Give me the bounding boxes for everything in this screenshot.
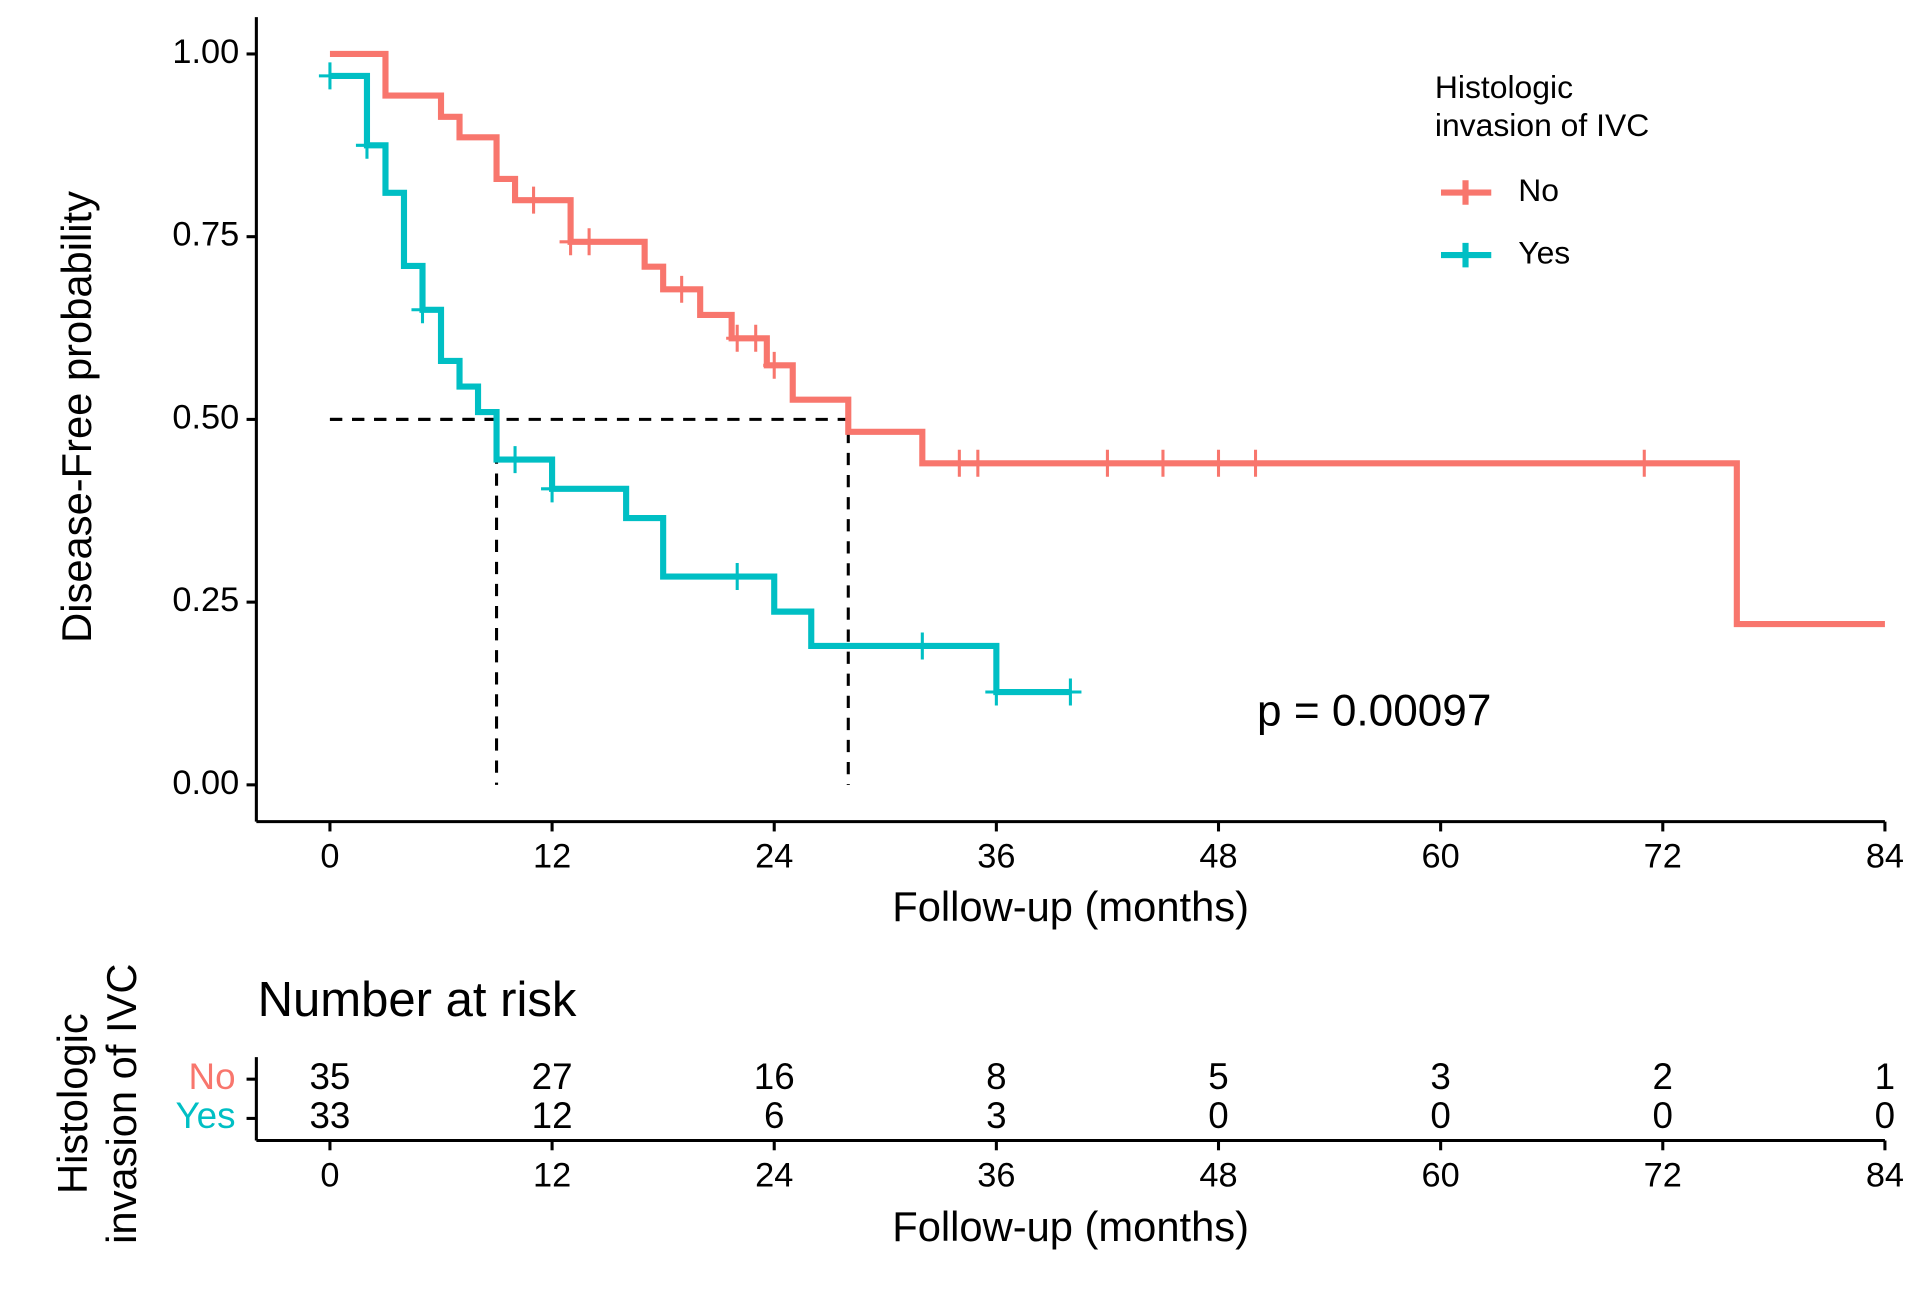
risk-x-tick-label: 48 — [1199, 1156, 1237, 1194]
p-value: p = 0.00097 — [1257, 686, 1491, 735]
x-tick-label: 0 — [320, 837, 339, 875]
x-axis-title: Follow-up (months) — [892, 883, 1249, 930]
censor-mark — [744, 324, 767, 352]
survival-curve — [329, 50, 1885, 628]
risk-count: 5 — [1208, 1056, 1228, 1097]
x-tick-label: 36 — [977, 837, 1015, 875]
risk-count: 3 — [1430, 1056, 1450, 1097]
risk-count: 2 — [1653, 1056, 1673, 1097]
censor-mark — [1151, 449, 1175, 477]
x-tick-label: 60 — [1422, 837, 1460, 875]
censor-mark — [726, 563, 749, 591]
risk-x-tick-label: 24 — [755, 1156, 793, 1194]
risk-row-label: No — [189, 1056, 236, 1097]
censor-mark — [911, 632, 934, 660]
risk-count: 0 — [1875, 1095, 1895, 1136]
risk-count: 12 — [532, 1095, 573, 1136]
median-line — [329, 417, 499, 785]
legend-key — [1440, 180, 1492, 205]
y-tick-label: 1.00 — [172, 33, 239, 71]
risk-x-axis-title: Follow-up (months) — [892, 1203, 1249, 1250]
risk-count: 6 — [764, 1095, 784, 1136]
risk-row-label: Yes — [176, 1095, 236, 1136]
risk-count: 27 — [532, 1056, 573, 1097]
risk-x-tick-label: 84 — [1866, 1156, 1904, 1194]
risk-count: 0 — [1653, 1095, 1673, 1136]
censor-mark — [522, 186, 545, 214]
risk-count: 3 — [986, 1095, 1006, 1136]
legend-title: invasion of IVC — [1435, 107, 1649, 143]
risk-table-title: Number at risk — [258, 973, 577, 1027]
risk-x-tick-label: 72 — [1644, 1156, 1682, 1194]
y-tick-label: 0.00 — [172, 764, 239, 802]
y-axis-title: Disease-Free probability — [53, 191, 100, 643]
x-tick-label: 12 — [533, 837, 571, 875]
risk-y-axis-title: Histologic — [49, 1013, 96, 1194]
risk-count: 1 — [1875, 1056, 1895, 1097]
risk-count: 8 — [986, 1056, 1006, 1097]
censor-mark — [1096, 449, 1119, 477]
censor-mark — [541, 475, 564, 503]
risk-count: 33 — [309, 1095, 350, 1136]
censor-mark — [763, 351, 786, 379]
censor-mark — [966, 449, 989, 477]
x-tick-label: 84 — [1866, 837, 1904, 875]
censor-mark — [504, 446, 527, 474]
censor-mark — [355, 131, 379, 159]
risk-y-axis-title: invasion of IVC — [98, 964, 145, 1244]
censor-mark — [1244, 449, 1267, 477]
censor-mark — [1059, 678, 1082, 706]
risk-count: 0 — [1208, 1095, 1228, 1136]
censor-mark — [948, 449, 971, 477]
y-tick-label: 0.25 — [172, 581, 239, 619]
survival-curve — [329, 72, 1071, 696]
censor-mark — [578, 228, 601, 256]
risk-x-tick-label: 12 — [533, 1156, 571, 1194]
risk-count: 0 — [1430, 1095, 1450, 1136]
censor-mark — [1633, 449, 1656, 477]
legend-label: No — [1518, 172, 1559, 208]
legend-key — [1440, 242, 1492, 268]
y-tick-label: 0.50 — [172, 398, 239, 436]
risk-x-tick-label: 0 — [320, 1156, 339, 1194]
censor-mark — [985, 678, 1008, 706]
legend-label: Yes — [1518, 234, 1570, 270]
censor-mark — [726, 324, 749, 352]
risk-x-tick-label: 36 — [977, 1156, 1015, 1194]
censor-mark — [411, 296, 434, 324]
risk-count: 16 — [754, 1056, 795, 1097]
median-line — [329, 417, 850, 785]
x-tick-label: 24 — [755, 837, 793, 875]
censor-mark — [1207, 449, 1230, 477]
risk-x-tick-label: 60 — [1422, 1156, 1460, 1194]
censor-mark — [318, 62, 341, 90]
censor-mark — [559, 228, 582, 256]
x-tick-label: 48 — [1199, 837, 1237, 875]
legend-title: Histologic — [1435, 69, 1573, 105]
y-tick-label: 0.75 — [172, 216, 239, 254]
censor-mark — [670, 275, 693, 303]
x-tick-label: 72 — [1644, 837, 1682, 875]
risk-count: 35 — [309, 1056, 350, 1097]
